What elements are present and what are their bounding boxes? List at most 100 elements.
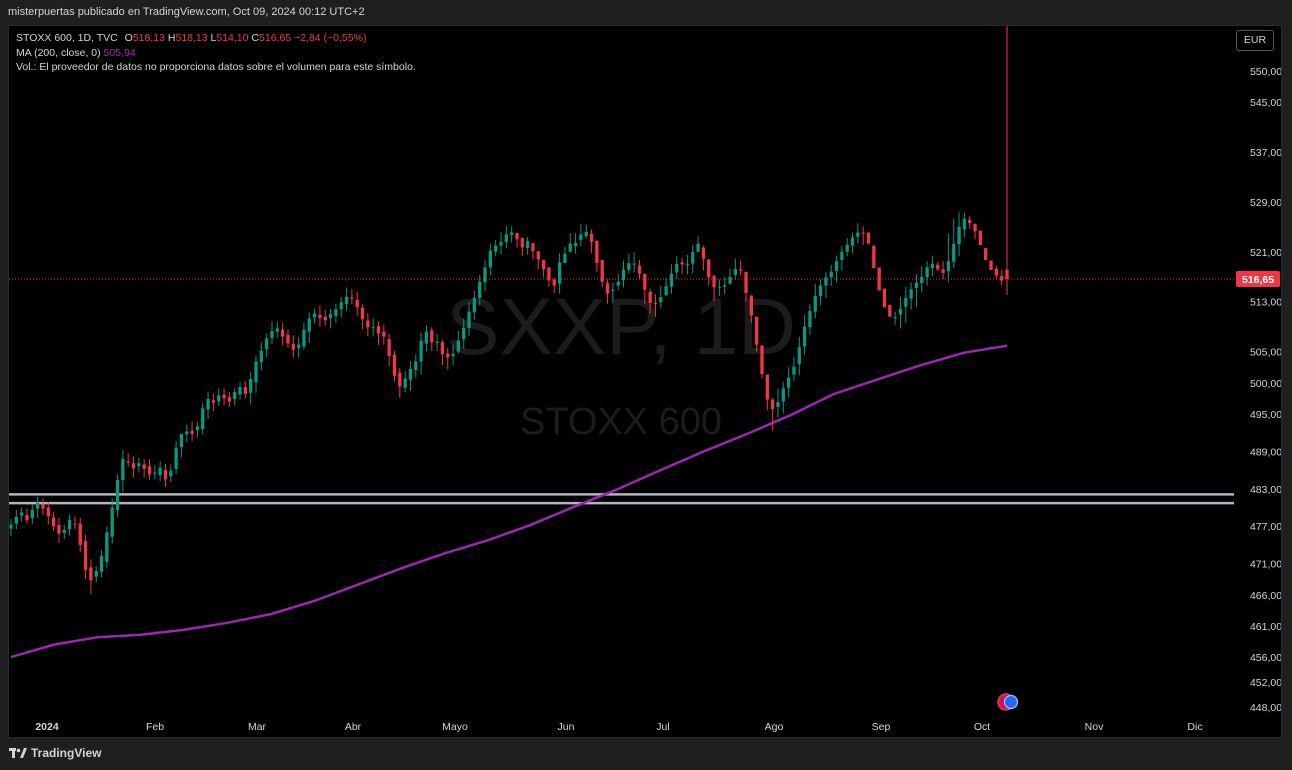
candle-body xyxy=(376,326,381,334)
candle-body xyxy=(206,398,210,410)
candle-body xyxy=(717,286,722,288)
candle-body xyxy=(73,523,77,525)
currency-button[interactable]: EUR xyxy=(1236,30,1274,51)
legend-open-value: 518,13 xyxy=(132,32,165,44)
candle-body xyxy=(286,334,290,344)
candle-body xyxy=(14,516,18,524)
candle-body xyxy=(541,259,546,270)
candle-body xyxy=(653,302,658,305)
candle-body xyxy=(179,433,184,447)
candle-body xyxy=(355,299,359,308)
candle-body xyxy=(25,514,29,520)
candle-body xyxy=(669,273,674,287)
candle-body xyxy=(818,285,823,297)
candle-body xyxy=(627,263,631,270)
x-tick-label: Sep xyxy=(872,721,891,733)
candle-body xyxy=(781,388,785,402)
candle-body xyxy=(808,311,812,328)
candle-body xyxy=(739,269,743,271)
candle-body xyxy=(339,302,343,310)
candle-body xyxy=(334,309,338,317)
candle-body xyxy=(147,466,152,475)
candle-body xyxy=(920,276,924,283)
candle-body xyxy=(462,327,466,340)
candle-body xyxy=(499,241,503,246)
candle-body xyxy=(504,234,508,242)
candle-body xyxy=(850,237,855,246)
candle-body xyxy=(318,314,322,318)
candle-body xyxy=(222,394,226,399)
candle-body xyxy=(968,220,972,224)
y-tick-label: 489,00 xyxy=(1250,446,1281,458)
ma-200-line[interactable] xyxy=(10,344,1008,659)
candle-body xyxy=(531,243,535,252)
earnings-marker-icon[interactable] xyxy=(1003,694,1019,710)
candle-body xyxy=(163,470,168,480)
candle-body xyxy=(494,245,498,252)
x-tick-label: Abr xyxy=(345,721,362,733)
candle-body xyxy=(387,339,391,356)
candle-body xyxy=(105,532,109,562)
candle-body xyxy=(233,392,237,399)
candle-body xyxy=(882,288,887,308)
candle-body xyxy=(35,502,40,509)
legend-low-label: L xyxy=(210,32,217,44)
x-tick-label: Ago xyxy=(765,721,784,733)
candle-body xyxy=(217,395,221,402)
candle-body xyxy=(371,327,375,329)
candle-body xyxy=(973,223,977,232)
candle-body xyxy=(89,567,93,581)
chart-frame[interactable]: SXXP, 1D STOXX 600 550,00 545,00 537,00 529,… xyxy=(8,25,1282,738)
candle-body xyxy=(898,309,903,315)
tradingview-logo[interactable]: TradingView xyxy=(9,746,101,760)
candle-body xyxy=(621,269,626,280)
candle-body xyxy=(312,313,317,318)
candle-body xyxy=(9,524,13,529)
candle-body xyxy=(893,317,897,319)
candle-body xyxy=(467,311,471,328)
candle-body xyxy=(270,331,274,338)
candle-body xyxy=(307,318,311,332)
candle-body xyxy=(829,271,833,278)
candle-body xyxy=(174,447,178,469)
chart-canvas[interactable]: SXXP, 1D STOXX 600 550,00 545,00 537,00 529,… xyxy=(9,26,1281,737)
candle-body xyxy=(440,342,445,355)
y-tick-label: 483,00 xyxy=(1250,484,1281,496)
candle-body xyxy=(909,289,913,299)
candle-body xyxy=(760,345,764,375)
y-tick-label: 537,00 xyxy=(1250,147,1281,159)
candle-body xyxy=(643,273,647,290)
candle-body xyxy=(451,354,455,356)
x-tick-label: Jun xyxy=(558,721,575,733)
price-axis[interactable] xyxy=(1234,26,1281,737)
tradingview-logo-text: TradingView xyxy=(31,746,102,760)
candle-body xyxy=(259,350,263,363)
candle-body xyxy=(456,340,461,352)
candle-body xyxy=(478,281,482,298)
watermark-name: STOXX 600 xyxy=(520,401,722,443)
candle-body xyxy=(989,260,993,270)
candle-body xyxy=(99,556,104,572)
last-price-badge xyxy=(1236,270,1280,287)
candle-body xyxy=(510,232,514,235)
candle-body xyxy=(845,244,849,252)
candle-body xyxy=(328,314,333,318)
candle-body xyxy=(275,328,279,332)
candle-body xyxy=(755,316,759,345)
legend-ma-row: MA (200, close, 0) 505,94 xyxy=(16,46,416,61)
y-tick-label: 505,00 xyxy=(1250,347,1281,359)
candle-body xyxy=(435,341,439,343)
candle-body xyxy=(1005,269,1009,279)
candle-body xyxy=(20,512,24,516)
candle-body xyxy=(824,277,828,286)
candle-body xyxy=(691,251,695,264)
candle-body xyxy=(675,263,679,273)
candle-body xyxy=(861,232,865,234)
candle-body xyxy=(957,226,961,245)
x-tick-label: Oct xyxy=(974,721,990,733)
candle-body xyxy=(557,262,562,284)
y-tick-label: 456,00 xyxy=(1250,652,1281,664)
candle-body xyxy=(520,238,524,248)
candle-body xyxy=(137,463,141,467)
candle-body xyxy=(834,261,839,272)
